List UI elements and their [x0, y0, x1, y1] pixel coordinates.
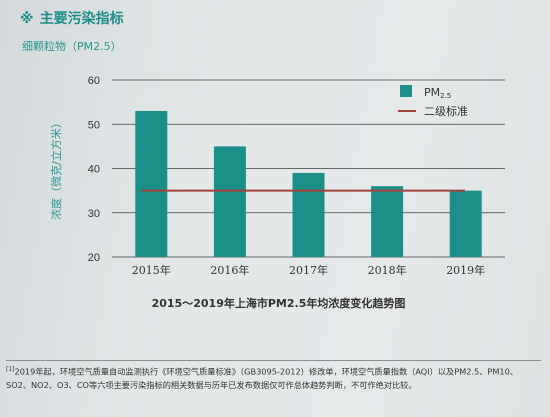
bar-1: [135, 110, 168, 257]
bar-2: [213, 146, 246, 257]
bar-3: [292, 172, 325, 257]
bar-5: [449, 190, 482, 257]
footnote-marker: [1]: [6, 366, 15, 373]
y-tick-label-30: 30: [88, 208, 100, 220]
y-axis-label: 浓度（微克/立方米）: [49, 117, 63, 220]
section-title-text: 主要污染指标: [39, 11, 124, 27]
section-title: ※ 主要污染指标: [20, 8, 124, 28]
x-tick-label-2: 2016年: [210, 263, 249, 277]
y-tick-label-20: 20: [88, 252, 100, 264]
chart-title: 2015～2019年上海市PM2.5年均浓度变化趋势图: [152, 296, 406, 310]
legend-swatch-pm25: [400, 85, 412, 97]
footnote: [1]2019年起，环境空气质量自动监测执行《环境空气质量标准》（GB3095-…: [6, 360, 541, 392]
y-tick-label-60: 60: [88, 75, 100, 87]
bar-4: [371, 186, 404, 257]
x-tick-label-4: 2018年: [368, 263, 407, 277]
legend-label-standard: 二级标准: [424, 104, 468, 118]
footnote-text: 2019年起，环境空气质量自动监测执行《环境空气质量标准》（GB3095-201…: [6, 366, 519, 390]
x-tick-label-1: 2015年: [132, 263, 171, 277]
y-tick-label-40: 40: [88, 164, 100, 176]
x-tick-label-5: 2019年: [446, 263, 485, 277]
x-tick-label-3: 2017年: [289, 263, 328, 277]
chart-subtitle: 细颗粒物（PM2.5）: [22, 40, 122, 53]
legend-label-pm25: PM2.5: [424, 86, 451, 100]
asterisk-mark-icon: ※: [20, 11, 34, 27]
y-tick-label-50: 50: [88, 119, 100, 131]
pm25-bar-chart: 20 30 40 50 60 浓度（微克/立方米） 2015年 2016年 2017年 2018年…: [49, 75, 505, 310]
